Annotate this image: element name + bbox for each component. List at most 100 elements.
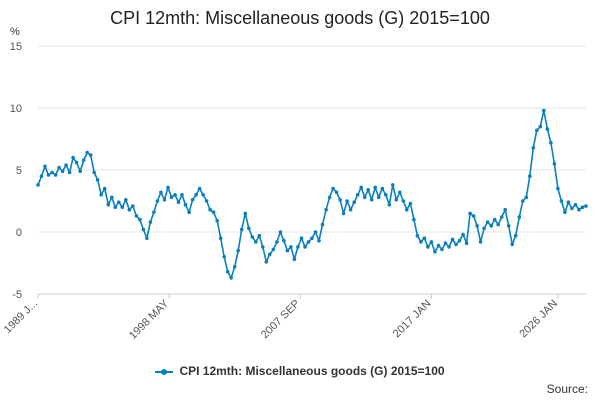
legend[interactable]: CPI 12mth: Miscellaneous goods (G) 2015=… [0,364,600,378]
data-point [275,240,279,244]
y-tick-label: 15 [10,41,22,53]
data-point [563,210,567,214]
data-point [352,200,357,204]
data-point [36,183,40,187]
data-point [334,190,339,195]
data-point [549,140,553,145]
data-point [412,217,416,222]
data-point [320,222,325,227]
data-point [102,186,107,191]
x-tick-label: 2007 SEP [259,298,303,342]
data-point [366,188,371,192]
data-point [517,215,522,219]
data-point [57,165,61,170]
data-point [99,193,103,197]
data-point [113,205,118,209]
data-point [250,235,255,239]
data-point [573,202,578,207]
data-point [433,250,437,254]
data-point [180,193,184,197]
series-layer [36,108,588,280]
data-point [254,240,258,244]
data-point [197,186,202,191]
data-point [247,226,251,231]
data-point [106,202,111,207]
data-point [264,260,269,264]
data-point [124,198,128,202]
data-point [380,186,385,191]
data-point [141,227,146,232]
data-point [46,173,51,177]
data-point [43,164,47,169]
data-point [120,205,125,209]
data-point [268,252,272,257]
data-point [257,233,262,238]
data-point [506,224,511,228]
y-tick-label: 10 [10,103,22,115]
x-tick-label: 2017 JAN [391,298,434,341]
data-point [556,186,560,191]
data-point [236,248,240,253]
data-point [570,206,574,211]
data-point [422,236,427,240]
data-point [88,153,93,157]
axis-layer: -5 0 5 10 15 1989 J... 1998 MAY 2007 SEP 2017 JA… [2,41,586,342]
data-point [391,183,395,187]
data-point [468,211,472,216]
data-point [317,238,321,243]
data-point [348,207,353,212]
data-point [531,145,536,150]
data-point [71,155,75,160]
data-point [67,170,72,175]
data-point [429,240,434,244]
data-point [447,245,451,249]
data-point [408,201,413,206]
data-point [542,108,546,113]
data-point [475,224,479,228]
data-point [513,233,518,238]
data-point [183,202,188,207]
data-point [327,195,332,200]
y-tick-label: 0 [16,227,22,239]
data-point [278,230,283,234]
data-point [296,245,300,249]
data-point [485,220,490,224]
data-point [496,222,501,227]
data-point [134,214,139,218]
data-point [419,240,423,244]
data-point [159,190,163,195]
data-point [478,240,483,244]
data-point [218,236,223,240]
x-tick-label: 1989 J... [2,298,40,336]
data-point [538,124,543,129]
data-point [187,210,191,214]
source-label: Source: [546,382,588,396]
data-point [127,207,132,212]
data-point [173,193,177,197]
data-point [566,200,571,204]
data-point [535,128,539,133]
data-point [577,207,581,212]
data-point [489,224,494,228]
data-point [261,245,265,249]
data-point [74,160,79,165]
data-point [285,248,290,253]
data-point [464,241,469,245]
data-point [362,195,367,200]
data-point [131,204,135,208]
data-point [324,207,328,212]
data-point [450,237,455,242]
data-point [503,207,508,212]
x-tick-label: 2026 JAN [517,298,560,341]
data-point [50,170,54,175]
data-point [271,247,276,252]
data-point [369,198,374,202]
data-point [289,245,293,249]
chart-title: CPI 12mth: Miscellaneous goods (G) 2015=… [110,8,490,28]
data-point [169,195,174,200]
data-point [95,178,100,182]
data-point [211,210,216,214]
data-point [148,220,153,224]
data-point [176,200,181,204]
data-point [405,207,409,212]
